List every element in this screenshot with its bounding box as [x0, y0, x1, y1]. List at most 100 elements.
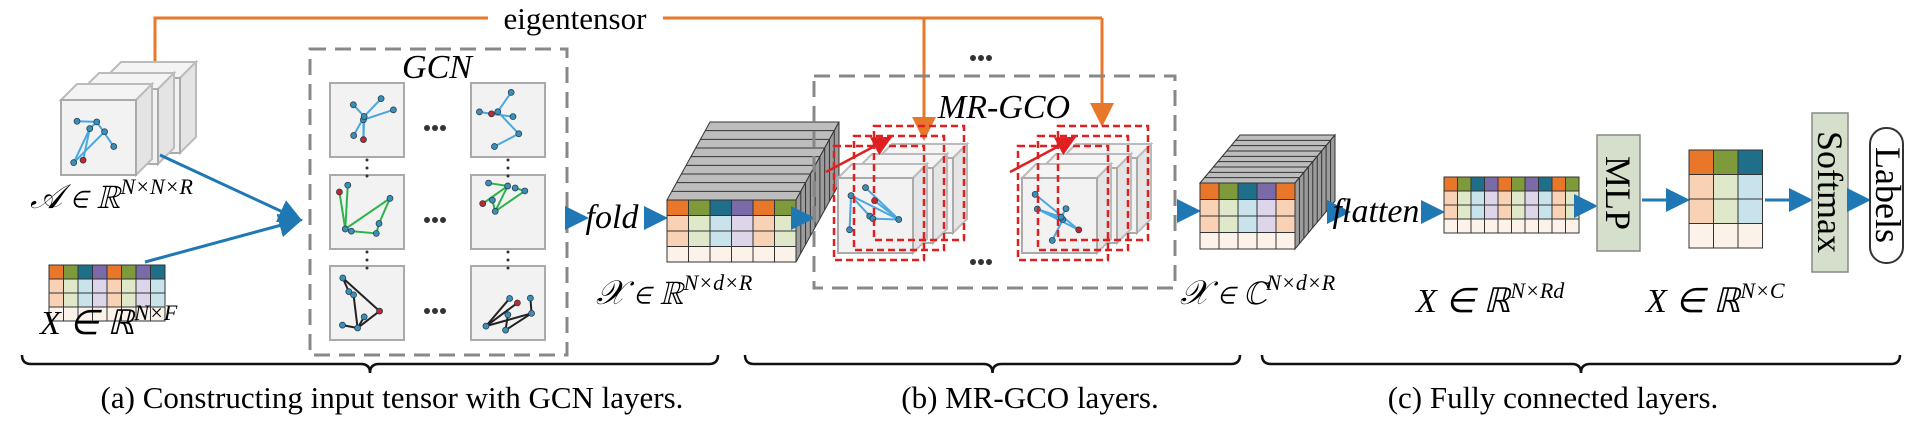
matrix-cell — [1497, 218, 1512, 234]
math-base: X ∈ ℝ — [1414, 283, 1512, 320]
graph-node — [482, 322, 490, 330]
matrix-cell — [1484, 204, 1499, 220]
dashed-frame — [812, 74, 1177, 290]
graph-edge — [356, 310, 381, 329]
matrix-cell — [1199, 215, 1220, 233]
brace — [1260, 354, 1902, 374]
graph-box — [329, 82, 405, 158]
ellipsis-dot — [970, 259, 976, 265]
matrix-cell — [731, 230, 754, 247]
matrix-cell — [92, 278, 108, 294]
ellipsis-dot — [365, 250, 369, 254]
math-sup: N×Rd — [1509, 278, 1565, 303]
matrix-cell — [1275, 182, 1296, 200]
matrix-cell — [1497, 190, 1512, 206]
matrix-cell — [1218, 232, 1239, 250]
cube-top — [1019, 163, 1114, 179]
math-sup: N×C — [1739, 278, 1785, 303]
graph-node — [862, 184, 869, 191]
graph-node — [489, 196, 496, 204]
softmax-box — [1811, 112, 1849, 273]
graph-node — [386, 194, 394, 202]
graph-edge — [82, 128, 91, 161]
graph-node — [895, 216, 903, 223]
graph-edge — [494, 132, 520, 148]
matrix-cell — [731, 199, 754, 216]
ellipsis-dot — [986, 55, 992, 61]
math-label: X ∈ ℝN×Rd — [1414, 278, 1565, 320]
graph-edge — [352, 294, 359, 329]
matrix-cell — [150, 264, 166, 280]
graph-node — [73, 117, 81, 125]
matrix-cell — [1443, 204, 1458, 220]
ellipsis-dot — [440, 308, 446, 314]
graph-edge — [848, 195, 853, 230]
graph-node — [491, 207, 499, 215]
math-sup: N×d×R — [683, 270, 753, 295]
caption: (b) MR-GCO layers. — [901, 380, 1158, 415]
graph-node — [350, 132, 358, 139]
matrix-cell — [1470, 218, 1485, 234]
ellipsis-dot — [365, 174, 369, 178]
math-sup: N×d×R — [1265, 270, 1335, 295]
matrix-cell — [1218, 182, 1239, 200]
graph-edge — [338, 191, 347, 230]
graph-node — [347, 227, 355, 235]
graph-node — [70, 159, 78, 166]
gcn-label: GCN — [402, 49, 474, 86]
matrix-cell — [1511, 218, 1526, 234]
matrix-cell — [752, 246, 775, 263]
graph-node — [515, 130, 523, 138]
graph-node — [350, 291, 357, 299]
matrix-cell — [1457, 218, 1472, 234]
red-frame — [1056, 124, 1150, 242]
ellipsis-dot — [506, 250, 510, 254]
graph-node — [376, 307, 383, 315]
labels-box — [1869, 127, 1904, 264]
graph-edge — [496, 91, 512, 113]
graph-node — [847, 192, 855, 199]
matrix-cell — [1199, 182, 1220, 200]
matrix-cell — [106, 278, 122, 294]
graph-node — [354, 324, 361, 332]
matrix-cell — [1443, 176, 1458, 192]
matrix-cell — [1497, 204, 1512, 220]
matrix-cell — [1256, 215, 1277, 233]
matrix-cell — [709, 199, 732, 216]
math-base: X ∈ ℝ — [1644, 283, 1742, 320]
graph-node — [479, 200, 487, 207]
matrix-cell — [1457, 204, 1472, 220]
matrix-cell — [150, 278, 166, 294]
graph-node — [390, 106, 397, 114]
shapes — [20, 16, 1904, 374]
red-frame — [1036, 134, 1130, 252]
graph-node — [846, 226, 853, 234]
matrix-cell — [1470, 176, 1485, 192]
arrow — [144, 213, 303, 264]
math-base: 𝒳 ∈ ℂ — [1180, 275, 1270, 312]
matrix-cell — [1524, 176, 1539, 192]
matrix-cell — [77, 278, 93, 294]
matrix-cell — [1538, 218, 1553, 234]
matrix-cell — [1713, 223, 1739, 249]
graph-node — [504, 311, 512, 319]
graph-box — [470, 82, 546, 158]
matrix-cell — [1565, 204, 1580, 220]
graph-box — [329, 174, 405, 250]
graph-node — [491, 143, 498, 150]
graph-node — [336, 188, 343, 196]
ellipsis-dot — [440, 125, 446, 131]
math-base: X ∈ ℝ — [38, 305, 136, 342]
red-arrow — [825, 136, 893, 174]
graph-node — [1075, 226, 1083, 234]
ellipsis-dot — [970, 55, 976, 61]
red-arrow — [1009, 136, 1077, 174]
ellipsis-dot — [424, 217, 430, 223]
graph-node — [507, 89, 515, 96]
math-label: X ∈ ℝN×F — [38, 300, 178, 342]
ellipsis-dot — [424, 125, 430, 131]
graph-node — [521, 187, 529, 195]
graph-node — [504, 182, 512, 190]
matrix-cell — [1737, 149, 1763, 175]
